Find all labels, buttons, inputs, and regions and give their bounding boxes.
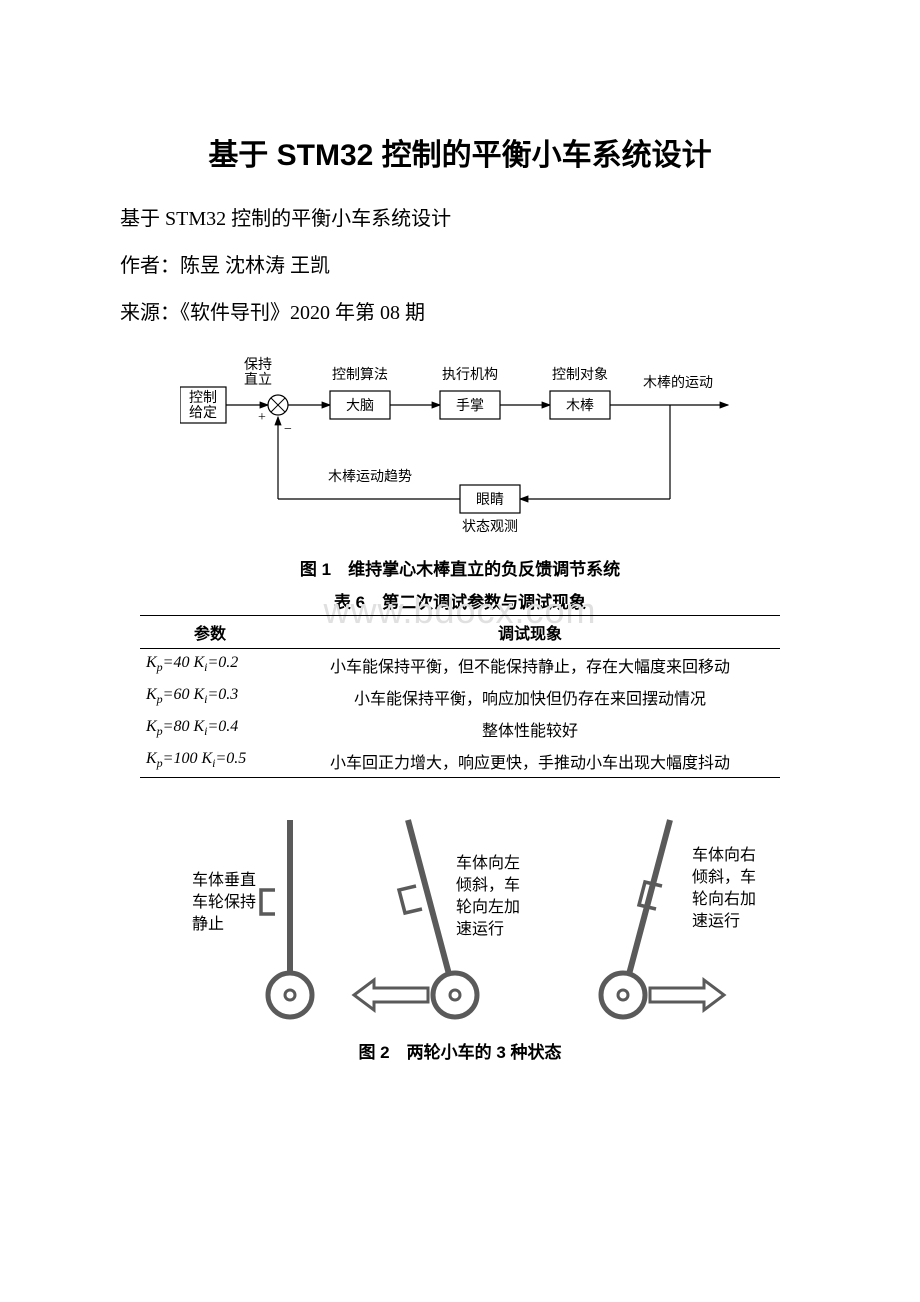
table6-col-param: 参数 [140,616,280,649]
authors-line: 作者：陈昱 沈林涛 王凯 [120,249,800,278]
table6: 参数 调试现象 Kp=40 Ki=0.2 小车能保持平衡，但不能保持静止，存在大… [140,615,780,778]
subtitle: 基于 STM32 控制的平衡小车系统设计 [120,202,800,231]
fig2-diagram: 车体垂直车轮保持静止 车体向左倾斜，车轮向左加速运行 车体向右倾斜，车轮向右加速… [140,800,780,1030]
fig1-diagram: 控制给定 保持直立 + − 控制算法 大脑 执行机构 手掌 控制对象 木棒 木棒… [180,349,740,549]
table-row: Kp=60 Ki=0.3 小车能保持平衡，响应加快但仍存在来回摆动情况 [140,681,780,713]
fig1-stick-motion: 木棒的运动 [643,375,713,391]
fig2-state-1: 车体垂直车轮保持静止 [192,820,312,1017]
table-row: Kp=40 Ki=0.2 小车能保持平衡，但不能保持静止，存在大幅度来回移动 [140,649,780,682]
fig1-stick: 木棒 [566,398,594,414]
fig1-ctrl-obj: 控制对象 [552,367,608,383]
fig1-minus: − [284,422,292,437]
fig1-trend: 木棒运动趋势 [328,469,412,485]
fig2-state-3: 车体向右倾斜，车轮向右加速运行 [601,820,756,1017]
fig2-state-2: 车体向左倾斜，车轮向左加速运行 [354,820,520,1017]
fig1-ctrl-alg: 控制算法 [332,367,388,383]
fig1-palm: 手掌 [456,398,484,414]
page-title: 基于 STM32 控制的平衡小车系统设计 [120,130,800,174]
table6-col-obs: 调试现象 [280,616,780,649]
fig1-actuator: 执行机构 [442,367,498,383]
table-row: Kp=80 Ki=0.4 整体性能较好 [140,713,780,745]
table6-caption: 表 6 第二次调试参数与调试现象 [120,588,800,613]
fig1-brain: 大脑 [346,398,374,414]
fig2-state1-label: 车体垂直车轮保持静止 [192,871,256,933]
fig1-eye: 眼睛 [476,492,504,508]
fig1-keep-upright: 保持直立 [244,357,272,388]
fig1-caption: 图 1 维持掌心木棒直立的负反馈调节系统 [120,555,800,580]
fig1-plus: + [258,410,266,425]
fig1-ctrl-set: 控制给定 [189,390,217,421]
fig1-state-obs: 状态观测 [462,519,518,535]
fig2-caption: 图 2 两轮小车的 3 种状态 [120,1038,800,1063]
table-row: Kp=100 Ki=0.5 小车回正力增大，响应更快，手推动小车出现大幅度抖动 [140,745,780,778]
fig2-state2-label: 车体向左倾斜，车轮向左加速运行 [456,854,520,938]
source-line: 来源：《软件导刊》2020 年第 08 期 [120,296,800,325]
fig2-state3-label: 车体向右倾斜，车轮向右加速运行 [692,846,756,930]
